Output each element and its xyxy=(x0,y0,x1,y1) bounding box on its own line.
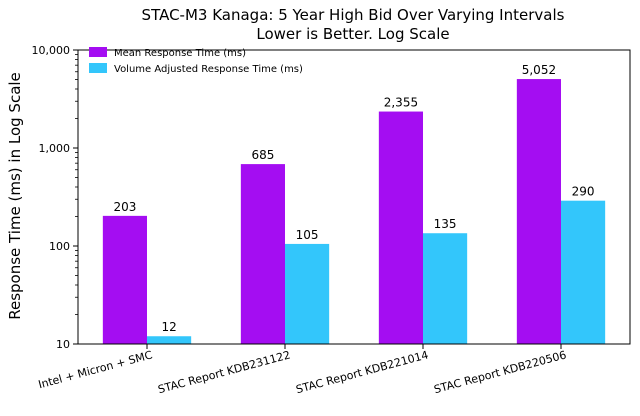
x-tick-label: Intel + Micron + SMC xyxy=(37,348,154,391)
bar-value-label: 685 xyxy=(251,148,274,162)
bars-layer: 203 12 685 105 2,355 135 5,052 290 xyxy=(102,63,606,344)
bar-volume-adjusted xyxy=(285,243,330,344)
x-tick-label: STAC Report KDB221014 xyxy=(295,348,430,396)
bar-value-label: 12 xyxy=(161,320,176,334)
bar-mean-response xyxy=(102,215,147,344)
bar-value-label: 2,355 xyxy=(384,96,418,110)
y-tick-label: 100 xyxy=(49,240,70,253)
x-tick-label: STAC Report KDB231122 xyxy=(157,348,292,396)
legend-swatch-mean xyxy=(89,47,107,57)
bar-volume-adjusted xyxy=(423,233,468,344)
legend-swatch-volume-adjusted xyxy=(89,63,107,73)
bar-mean-response xyxy=(240,164,285,344)
y-axis-ticks: 10 100 1,000 10,000 xyxy=(32,44,78,351)
legend-label-volume-adjusted: Volume Adjusted Response Time (ms) xyxy=(114,64,303,75)
bar-value-label: 290 xyxy=(572,185,595,199)
y-tick-label: 1,000 xyxy=(39,142,71,155)
bar-value-label: 105 xyxy=(296,228,319,242)
bar-value-label: 5,052 xyxy=(522,63,556,77)
legend-label-mean: Mean Response Time (ms) xyxy=(114,48,246,59)
bar-volume-adjusted xyxy=(561,200,606,344)
y-tick-label: 10,000 xyxy=(32,44,71,57)
plot-frame xyxy=(77,49,631,345)
y-axis-label: Response Time (ms) in Log Scale xyxy=(6,72,24,320)
x-tick-label: STAC Report KDB220506 xyxy=(433,348,568,396)
bar-volume-adjusted xyxy=(147,336,192,344)
bar-mean-response xyxy=(516,79,561,344)
bar-mean-response xyxy=(378,111,423,344)
bar-value-label: 203 xyxy=(113,200,136,214)
chart-title-line-2: Lower is Better. Log Scale xyxy=(256,25,449,43)
bar-value-label: 135 xyxy=(434,217,457,231)
legend: Mean Response Time (ms) Volume Adjusted … xyxy=(89,47,303,75)
y-tick-label: 10 xyxy=(56,338,70,351)
chart-title-line-1: STAC-M3 Kanaga: 5 Year High Bid Over Var… xyxy=(142,6,565,24)
x-axis-ticks: Intel + Micron + SMC STAC Report KDB23112… xyxy=(37,344,568,396)
